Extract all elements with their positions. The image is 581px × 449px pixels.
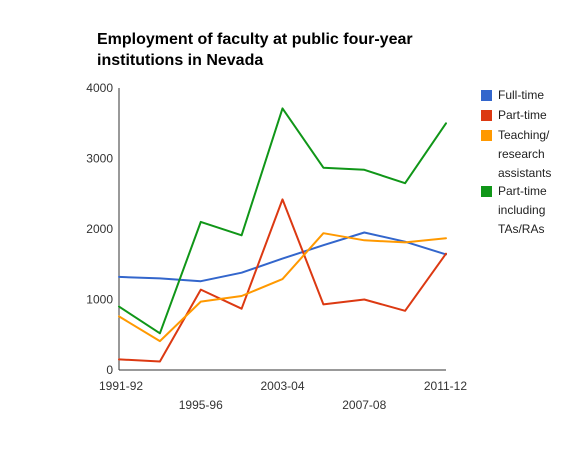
chart-title-line-2: institutions in Nevada xyxy=(97,52,264,69)
series-line-4 xyxy=(118,107,447,335)
legend-label-4: TAs/RAs xyxy=(498,222,544,236)
x-tick-label: 1995-96 xyxy=(179,398,223,412)
x-tick-label: 1991-92 xyxy=(99,379,143,393)
series-lines xyxy=(118,107,447,363)
x-tick-label: 2007-08 xyxy=(342,398,386,412)
legend-label-3: Teaching/ xyxy=(498,128,550,142)
chart-title-line-1: Employment of faculty at public four-yea… xyxy=(97,31,413,48)
legend-swatch-2 xyxy=(481,110,492,121)
legend-label-3: research xyxy=(498,147,545,161)
series-line-1 xyxy=(118,231,447,283)
legend-label-4: Part-time xyxy=(498,184,547,198)
legend-label-4: including xyxy=(498,203,545,217)
y-tick-label: 1000 xyxy=(86,293,113,307)
y-tick-label: 4000 xyxy=(86,81,113,95)
chart-title: Employment of faculty at public four-yea… xyxy=(97,29,457,71)
y-tick-label: 3000 xyxy=(86,152,113,166)
legend-label-3: assistants xyxy=(498,166,551,180)
legend-swatch-1 xyxy=(481,90,492,101)
x-tick-label: 2003-04 xyxy=(260,379,304,393)
legend-label-1: Full-time xyxy=(498,88,544,102)
legend-swatch-4 xyxy=(481,186,492,197)
x-axis-ticks: 1991-92 1995-96 2003-04 2007-08 2011-12 xyxy=(99,379,467,412)
y-tick-label: 2000 xyxy=(86,222,113,236)
y-axis-ticks: 0 1000 2000 3000 4000 xyxy=(86,81,113,377)
series-line-3 xyxy=(118,232,447,343)
legend: Full-time Part-time Teaching/research assis… xyxy=(481,88,551,236)
legend-label-2: Part-time xyxy=(498,108,547,122)
x-tick-label: 2011-12 xyxy=(424,379,467,393)
legend-swatch-3 xyxy=(481,130,492,141)
y-tick-label: 0 xyxy=(106,363,113,377)
series-line-2 xyxy=(118,198,447,363)
axes xyxy=(118,88,446,371)
